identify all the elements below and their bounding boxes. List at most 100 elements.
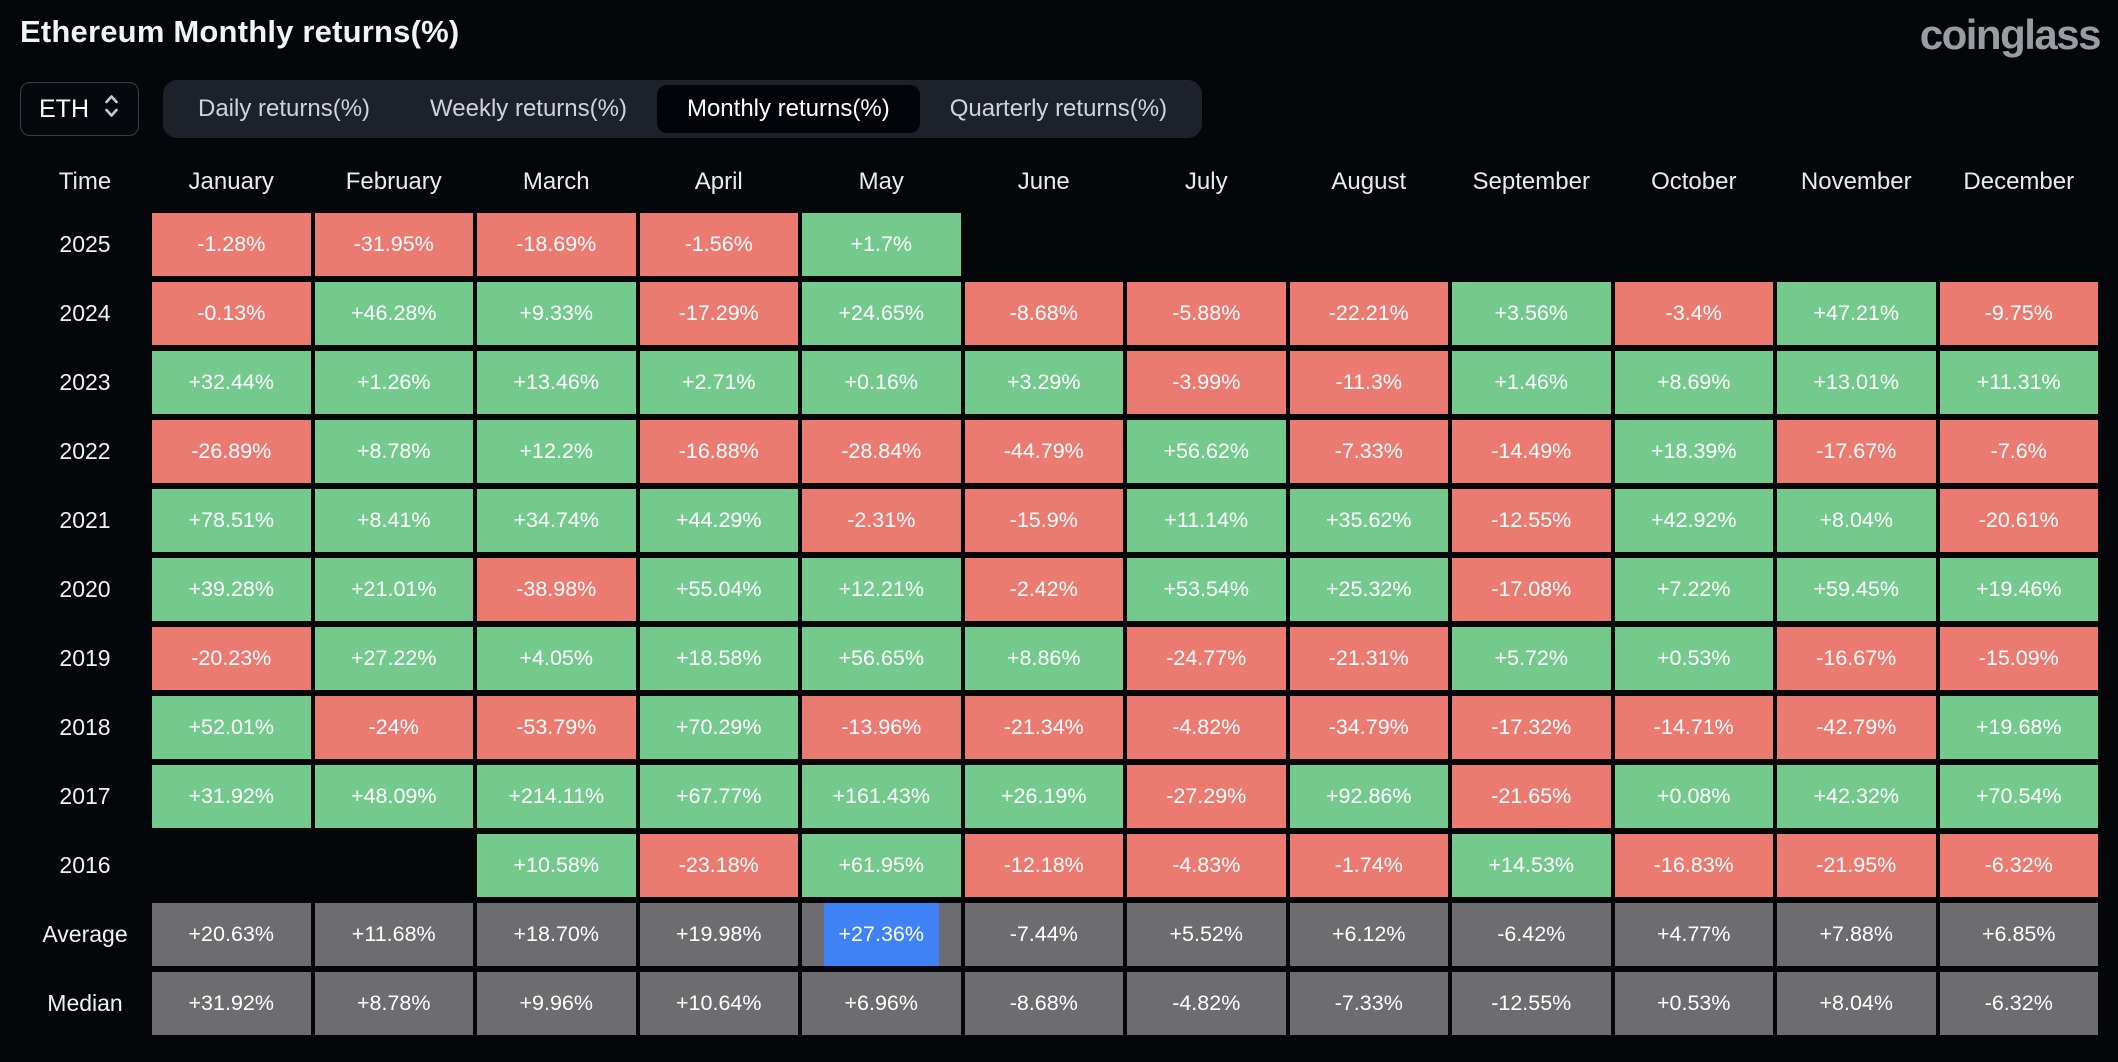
tab-weekly-returns[interactable]: Weekly returns(%) [430, 95, 627, 122]
cell-2017-september[interactable]: -21.65% [1450, 762, 1613, 831]
cell-2019-october[interactable]: +0.53% [1613, 624, 1776, 693]
cell-2025-april[interactable]: -1.56% [638, 210, 801, 279]
cell-2020-march[interactable]: -38.98% [475, 555, 638, 624]
cell-2017-november[interactable]: +42.32% [1775, 762, 1938, 831]
cell-2019-june[interactable]: +8.86% [963, 624, 1126, 693]
cell-2016-june[interactable]: -12.18% [963, 831, 1126, 900]
cell-2024-february[interactable]: +46.28% [313, 279, 476, 348]
cell-2021-may[interactable]: -2.31% [800, 486, 963, 555]
cell-2025-march[interactable]: -18.69% [475, 210, 638, 279]
cell-2023-january[interactable]: +32.44% [150, 348, 313, 417]
cell-median-november[interactable]: +8.04% [1775, 969, 1938, 1038]
cell-2021-june[interactable]: -15.9% [963, 486, 1126, 555]
cell-2016-november[interactable]: -21.95% [1775, 831, 1938, 900]
cell-2017-december[interactable]: +70.54% [1938, 762, 2101, 831]
cell-average-august[interactable]: +6.12% [1288, 900, 1451, 969]
cell-2017-february[interactable]: +48.09% [313, 762, 476, 831]
cell-average-november[interactable]: +7.88% [1775, 900, 1938, 969]
cell-2022-april[interactable]: -16.88% [638, 417, 801, 486]
cell-2017-january[interactable]: +31.92% [150, 762, 313, 831]
cell-average-october[interactable]: +4.77% [1613, 900, 1776, 969]
cell-2016-april[interactable]: -23.18% [638, 831, 801, 900]
cell-2018-october[interactable]: -14.71% [1613, 693, 1776, 762]
cell-2024-september[interactable]: +3.56% [1450, 279, 1613, 348]
cell-2025-may[interactable]: +1.7% [800, 210, 963, 279]
cell-2023-february[interactable]: +1.26% [313, 348, 476, 417]
cell-2017-april[interactable]: +67.77% [638, 762, 801, 831]
cell-2019-december[interactable]: -15.09% [1938, 624, 2101, 693]
cell-2022-september[interactable]: -14.49% [1450, 417, 1613, 486]
cell-2020-november[interactable]: +59.45% [1775, 555, 1938, 624]
cell-2023-april[interactable]: +2.71% [638, 348, 801, 417]
cell-2024-july[interactable]: -5.88% [1125, 279, 1288, 348]
cell-2021-july[interactable]: +11.14% [1125, 486, 1288, 555]
cell-average-june[interactable]: -7.44% [963, 900, 1126, 969]
cell-2020-june[interactable]: -2.42% [963, 555, 1126, 624]
cell-2020-december[interactable]: +19.46% [1938, 555, 2101, 624]
cell-2022-march[interactable]: +12.2% [475, 417, 638, 486]
cell-2019-november[interactable]: -16.67% [1775, 624, 1938, 693]
cell-2017-march[interactable]: +214.11% [475, 762, 638, 831]
cell-2018-february[interactable]: -24% [313, 693, 476, 762]
cell-2019-march[interactable]: +4.05% [475, 624, 638, 693]
cell-2022-january[interactable]: -26.89% [150, 417, 313, 486]
cell-2018-december[interactable]: +19.68% [1938, 693, 2101, 762]
cell-2020-july[interactable]: +53.54% [1125, 555, 1288, 624]
cell-average-july[interactable]: +5.52% [1125, 900, 1288, 969]
cell-average-january[interactable]: +20.63% [150, 900, 313, 969]
cell-2021-november[interactable]: +8.04% [1775, 486, 1938, 555]
cell-2022-july[interactable]: +56.62% [1125, 417, 1288, 486]
cell-median-july[interactable]: -4.82% [1125, 969, 1288, 1038]
cell-2018-august[interactable]: -34.79% [1288, 693, 1451, 762]
cell-2024-may[interactable]: +24.65% [800, 279, 963, 348]
cell-median-december[interactable]: -6.32% [1938, 969, 2101, 1038]
cell-2017-october[interactable]: +0.08% [1613, 762, 1776, 831]
cell-median-june[interactable]: -8.68% [963, 969, 1126, 1038]
cell-median-february[interactable]: +8.78% [313, 969, 476, 1038]
cell-2016-august[interactable]: -1.74% [1288, 831, 1451, 900]
cell-2019-july[interactable]: -24.77% [1125, 624, 1288, 693]
cell-2023-august[interactable]: -11.3% [1288, 348, 1451, 417]
cell-average-march[interactable]: +18.70% [475, 900, 638, 969]
cell-2019-april[interactable]: +18.58% [638, 624, 801, 693]
cell-2018-september[interactable]: -17.32% [1450, 693, 1613, 762]
cell-2022-june[interactable]: -44.79% [963, 417, 1126, 486]
cell-2017-july[interactable]: -27.29% [1125, 762, 1288, 831]
cell-2018-june[interactable]: -21.34% [963, 693, 1126, 762]
cell-2017-may[interactable]: +161.43% [800, 762, 963, 831]
cell-2021-october[interactable]: +42.92% [1613, 486, 1776, 555]
cell-2021-february[interactable]: +8.41% [313, 486, 476, 555]
cell-median-may[interactable]: +6.96% [800, 969, 963, 1038]
cell-2024-november[interactable]: +47.21% [1775, 279, 1938, 348]
cell-2024-april[interactable]: -17.29% [638, 279, 801, 348]
cell-median-january[interactable]: +31.92% [150, 969, 313, 1038]
cell-2018-march[interactable]: -53.79% [475, 693, 638, 762]
cell-2020-february[interactable]: +21.01% [313, 555, 476, 624]
cell-average-april[interactable]: +19.98% [638, 900, 801, 969]
cell-2016-september[interactable]: +14.53% [1450, 831, 1613, 900]
cell-2018-may[interactable]: -13.96% [800, 693, 963, 762]
cell-2019-may[interactable]: +56.65% [800, 624, 963, 693]
cell-2016-december[interactable]: -6.32% [1938, 831, 2101, 900]
tab-quarterly-returns[interactable]: Quarterly returns(%) [949, 95, 1168, 122]
cell-2019-september[interactable]: +5.72% [1450, 624, 1613, 693]
cell-2020-october[interactable]: +7.22% [1613, 555, 1776, 624]
cell-average-may[interactable]: +27.36% [800, 900, 963, 969]
tab-monthly-returns[interactable]: Monthly returns(%) [656, 85, 920, 133]
cell-2025-february[interactable]: -31.95% [313, 210, 476, 279]
cell-2023-september[interactable]: +1.46% [1450, 348, 1613, 417]
cell-2016-october[interactable]: -16.83% [1613, 831, 1776, 900]
cell-2021-march[interactable]: +34.74% [475, 486, 638, 555]
cell-2024-january[interactable]: -0.13% [150, 279, 313, 348]
cell-2023-june[interactable]: +3.29% [963, 348, 1126, 417]
cell-2016-july[interactable]: -4.83% [1125, 831, 1288, 900]
cell-2022-november[interactable]: -17.67% [1775, 417, 1938, 486]
cell-average-september[interactable]: -6.42% [1450, 900, 1613, 969]
cell-2023-may[interactable]: +0.16% [800, 348, 963, 417]
cell-2016-march[interactable]: +10.58% [475, 831, 638, 900]
cell-2020-september[interactable]: -17.08% [1450, 555, 1613, 624]
cell-2024-march[interactable]: +9.33% [475, 279, 638, 348]
cell-2022-december[interactable]: -7.6% [1938, 417, 2101, 486]
cell-2017-august[interactable]: +92.86% [1288, 762, 1451, 831]
cell-2020-january[interactable]: +39.28% [150, 555, 313, 624]
